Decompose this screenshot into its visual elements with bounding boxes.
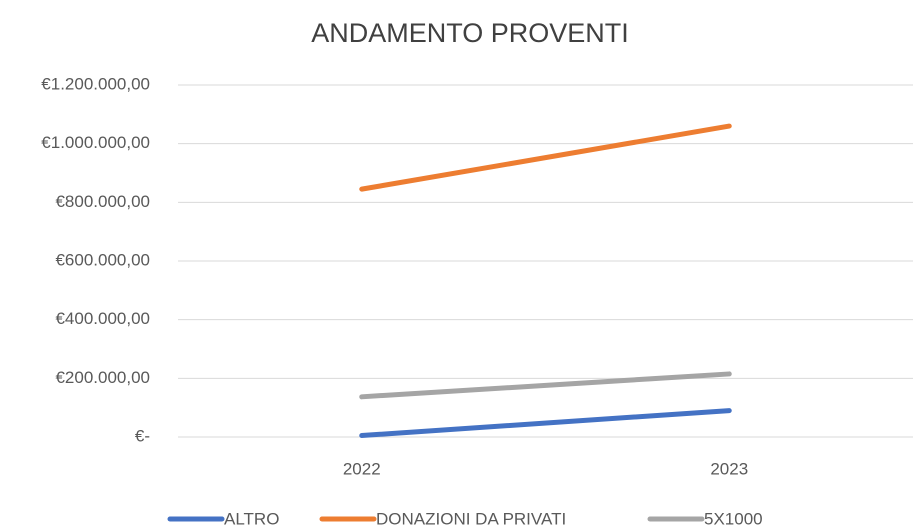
- y-tick-label: €200.000,00: [55, 368, 150, 387]
- series-line: [359, 123, 732, 192]
- y-tick-label: €600.000,00: [55, 250, 150, 269]
- y-tick-label: €1.000.000,00: [41, 133, 150, 152]
- y-tick-label: €400.000,00: [55, 309, 150, 328]
- legend-label: DONAZIONI DA PRIVATI: [376, 509, 566, 528]
- x-tick-label: 2022: [343, 459, 381, 478]
- y-tick-label: €800.000,00: [55, 192, 150, 211]
- y-tick-label: €1.200.000,00: [41, 74, 150, 93]
- legend-label: 5X1000: [704, 509, 763, 528]
- x-tick-label: 2023: [710, 459, 748, 478]
- y-tick-label: €-: [135, 426, 150, 445]
- series-line: [359, 371, 732, 400]
- chart-title: ANDAMENTO PROVENTI: [311, 18, 629, 48]
- series-line: [359, 408, 732, 439]
- legend-label: ALTRO: [224, 509, 279, 528]
